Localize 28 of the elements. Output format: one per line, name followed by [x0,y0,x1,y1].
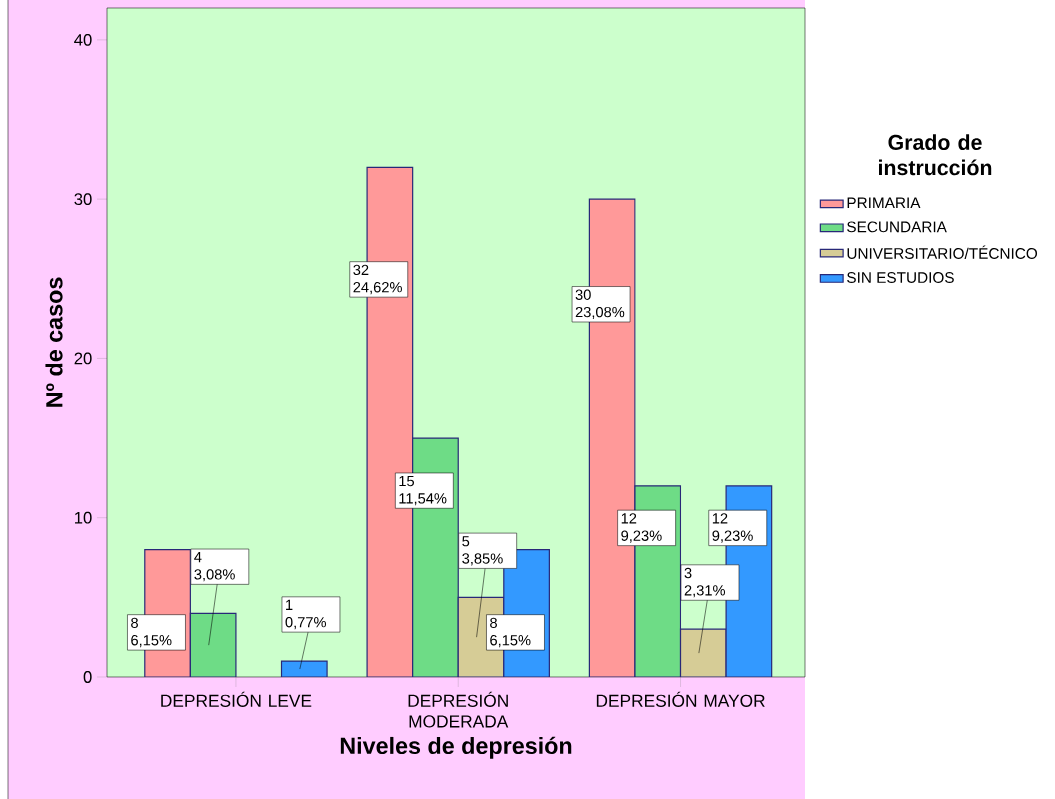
x-axis-title: Niveles de depresión [340,736,572,759]
bar [189,612,237,677]
data-label: 8 6,15% [490,617,531,648]
data-label: 12 9,23% [621,513,662,543]
data-label: 32 24,62% [353,264,402,295]
data-label: 12 9,23% [712,513,753,543]
bar [679,628,727,677]
y-tick-label: 10 [75,511,92,524]
y-tick-label: 30 [74,193,92,206]
data-label: 30 23,08% [575,289,625,319]
x-tick-label: DEPRESIÓN LEVE [161,691,312,707]
data-label: 5 3,85% [462,536,503,566]
y-tick-label: 20 [74,352,92,365]
y-axis-title: Nº de casos [45,277,63,407]
legend-label: UNIVERSITARIO/TÉCNICO [847,245,1038,259]
data-label: 1 0,77% [285,599,326,630]
legend-title: Grado de instrucción [879,134,992,176]
legend-label: SIN ESTUDIOS [847,272,954,283]
x-tick-label: DEPRESIÓN MODERADA [408,691,509,728]
legend-label: SECUNDARIA [847,221,947,233]
data-label: 8 6,15% [131,617,172,648]
data-label: 4 3,08% [194,552,235,582]
x-tick-label: DEPRESIÓN MAYOR [596,691,765,707]
data-label: 15 11,54% [399,475,447,506]
y-tick-label: 0 [83,671,92,683]
legend-label: PRIMARIA [847,197,921,209]
data-label: 3 2,31% [684,567,726,598]
y-tick-label: 40 [74,33,92,46]
